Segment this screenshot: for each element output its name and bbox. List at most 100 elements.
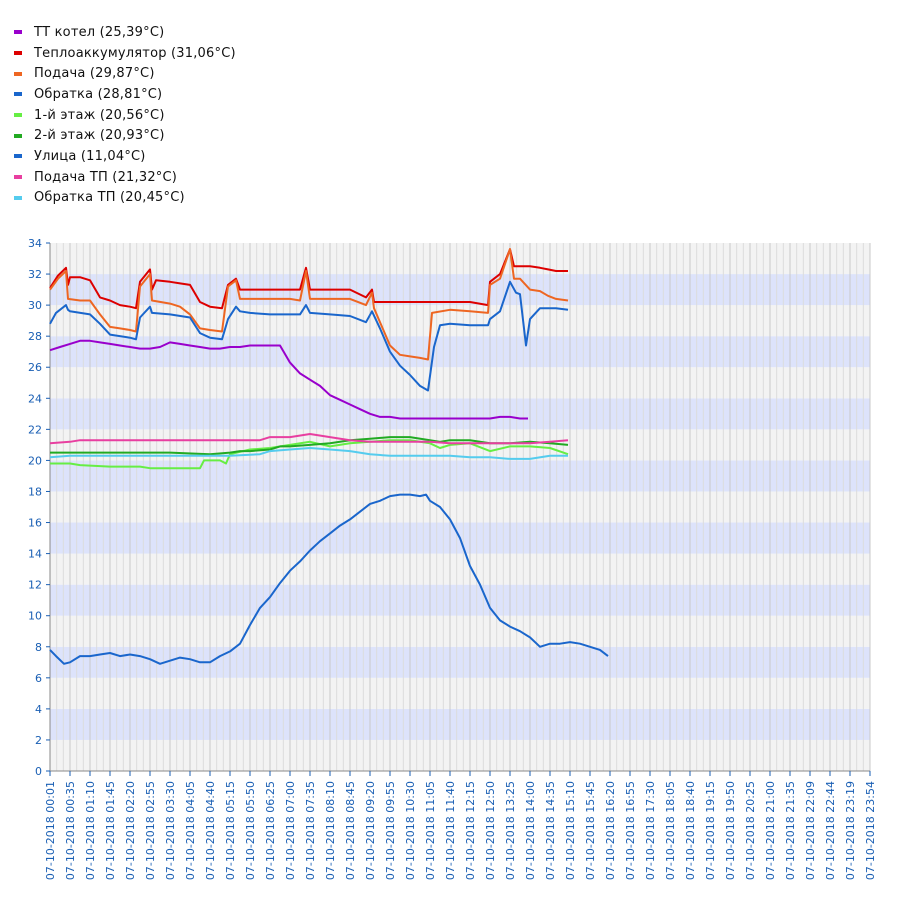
plot-band <box>50 739 870 771</box>
y-tick-label: 26 <box>28 361 42 374</box>
plot-band <box>50 646 870 678</box>
series-line <box>49 339 528 420</box>
y-tick-label: 32 <box>28 268 42 281</box>
y-tick-label: 4 <box>35 703 42 716</box>
legend-label: Подача ТП (21,32°C) <box>34 169 178 185</box>
y-tick-label: 6 <box>35 672 42 685</box>
legend-swatch <box>14 71 22 76</box>
x-tick-label: 07-10-2018 16:20 <box>604 781 617 880</box>
x-tick-label: 07-10-2018 13:25 <box>504 781 517 880</box>
y-tick-label: 14 <box>28 548 42 561</box>
x-tick-label: 07-10-2018 12:15 <box>464 781 477 880</box>
x-tick-label: 07-10-2018 15:10 <box>564 781 577 880</box>
x-tick-label: 07-10-2018 02:20 <box>124 781 137 880</box>
y-tick-label: 0 <box>35 765 42 778</box>
legend: ТТ котел (25,39°C) Теплоаккумулятор (31,0… <box>14 22 236 208</box>
x-tick-label: 07-10-2018 05:50 <box>244 781 257 880</box>
x-tick-label: 07-10-2018 22:09 <box>804 781 817 880</box>
x-tick-label: 07-10-2018 21:35 <box>784 781 797 880</box>
x-tick-label: 07-10-2018 20:25 <box>744 781 757 880</box>
legend-swatch <box>14 30 22 35</box>
series-line <box>49 447 568 460</box>
plot-band <box>50 367 870 399</box>
legend-item: 1-й этаж (20,56°C) <box>14 105 236 126</box>
legend-label: 2-й этаж (20,93°C) <box>34 128 165 144</box>
y-tick-label: 34 <box>28 237 42 250</box>
x-tick-label: 07-10-2018 19:50 <box>724 781 737 880</box>
x-tick-label: 07-10-2018 02:55 <box>144 781 157 880</box>
x-tick-label: 07-10-2018 04:05 <box>184 781 197 880</box>
legend-swatch <box>14 51 22 56</box>
legend-label: Обратка (28,81°C) <box>34 86 163 102</box>
plot-band <box>50 491 870 523</box>
x-tick-label: 07-10-2018 21:00 <box>764 781 777 880</box>
legend-item: Теплоаккумулятор (31,06°C) <box>14 43 236 64</box>
legend-item: Улица (11,04°C) <box>14 146 236 167</box>
legend-swatch <box>14 133 22 138</box>
x-tick-label: 07-10-2018 05:15 <box>224 781 237 880</box>
x-tick-label: 07-10-2018 04:40 <box>204 781 217 880</box>
y-tick-label: 22 <box>28 423 42 436</box>
y-tick-label: 24 <box>28 392 42 405</box>
legend-swatch <box>14 195 22 200</box>
x-tick-label: 07-10-2018 18:05 <box>664 781 677 880</box>
legend-swatch <box>14 175 22 180</box>
x-tick-label: 07-10-2018 09:55 <box>384 781 397 880</box>
x-tick-label: 07-10-2018 09:20 <box>364 781 377 880</box>
x-tick-label: 07-10-2018 15:45 <box>584 781 597 880</box>
x-tick-label: 07-10-2018 22:44 <box>824 781 837 880</box>
plot-band <box>50 708 870 740</box>
y-tick-label: 28 <box>28 330 42 343</box>
x-tick-label: 07-10-2018 10:30 <box>404 781 417 880</box>
legend-item: Обратка (28,81°C) <box>14 84 236 105</box>
legend-label: Обратка ТП (20,45°C) <box>34 190 185 206</box>
x-tick-label: 07-10-2018 17:30 <box>644 781 657 880</box>
x-tick-label: 07-10-2018 07:35 <box>304 781 317 880</box>
x-tick-label: 07-10-2018 14:00 <box>524 781 537 880</box>
x-tick-label: 07-10-2018 12:50 <box>484 781 497 880</box>
x-tick-label: 07-10-2018 23:19 <box>844 781 857 880</box>
legend-label: Улица (11,04°C) <box>34 148 146 164</box>
y-tick-label: 8 <box>35 641 42 654</box>
plot-band <box>50 553 870 585</box>
legend-swatch <box>14 92 22 97</box>
x-tick-label: 07-10-2018 14:35 <box>544 781 557 880</box>
x-tick-label: 07-10-2018 19:15 <box>704 781 717 880</box>
legend-item: Подача (29,87°C) <box>14 63 236 84</box>
plot-band <box>50 336 870 368</box>
legend-swatch <box>14 113 22 118</box>
legend-item: Подача ТП (21,32°C) <box>14 167 236 188</box>
x-tick-label: 07-10-2018 00:35 <box>64 781 77 880</box>
y-tick-label: 20 <box>28 454 42 467</box>
plot-band <box>50 615 870 647</box>
y-tick-label: 10 <box>28 610 42 623</box>
x-tick-label: 07-10-2018 08:45 <box>344 781 357 880</box>
series-line <box>49 248 568 310</box>
legend-item: ТТ котел (25,39°C) <box>14 22 236 43</box>
x-tick-label: 07-10-2018 11:05 <box>424 781 437 880</box>
x-tick-label: 07-10-2018 11:40 <box>444 781 457 880</box>
x-tick-label: 07-10-2018 23:54 <box>864 781 877 880</box>
x-tick-label: 07-10-2018 03:30 <box>164 781 177 880</box>
plot-band <box>50 584 870 616</box>
plot-band <box>50 677 870 709</box>
series-line <box>49 493 609 665</box>
legend-item: 2-й этаж (20,93°C) <box>14 125 236 146</box>
legend-label: 1-й этаж (20,56°C) <box>34 107 165 123</box>
y-tick-label: 18 <box>28 485 42 498</box>
legend-label: Подача (29,87°C) <box>34 66 155 82</box>
x-tick-label: 07-10-2018 18:40 <box>684 781 697 880</box>
series-line <box>49 280 569 392</box>
x-tick-label: 07-10-2018 08:10 <box>324 781 337 880</box>
x-tick-label: 07-10-2018 01:45 <box>104 781 117 880</box>
legend-label: Теплоаккумулятор (31,06°C) <box>34 45 236 61</box>
x-tick-label: 07-10-2018 07:00 <box>284 781 297 880</box>
series-line <box>49 433 569 445</box>
x-tick-label: 07-10-2018 06:25 <box>264 781 277 880</box>
legend-swatch <box>14 154 22 159</box>
plot-band <box>50 274 870 306</box>
x-tick-label: 07-10-2018 16:55 <box>624 781 637 880</box>
plot-band <box>50 460 870 492</box>
legend-label: ТТ котел (25,39°C) <box>34 24 165 40</box>
